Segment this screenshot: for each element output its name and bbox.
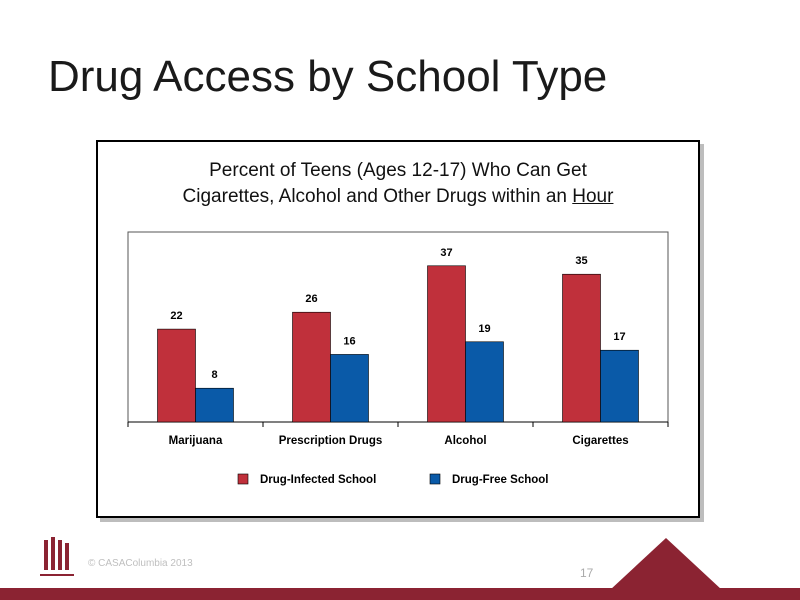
bar-free-prescription-drugs <box>330 354 369 423</box>
data-label: 17 <box>613 331 625 343</box>
bar-infected-prescription-drugs <box>292 311 331 423</box>
data-label: 16 <box>343 335 355 347</box>
chart-title-line-2: Cigarettes, Alcohol and Other Drugs with… <box>98 184 698 210</box>
legend-swatch <box>429 473 441 485</box>
x-tick-label: Prescription Drugs <box>279 435 383 447</box>
bar-infected-marijuana <box>157 328 196 423</box>
bar-free-alcohol <box>465 341 504 423</box>
data-label: 22 <box>170 310 182 322</box>
legend-label: Drug-Infected School <box>260 474 376 486</box>
x-tick-label: Marijuana <box>169 435 223 447</box>
data-label: 26 <box>305 293 317 305</box>
data-label: 19 <box>478 323 490 335</box>
data-label: 35 <box>575 255 587 267</box>
legend-swatch <box>237 473 249 485</box>
bar-chart: 22 8 Marijuana 26 16 Prescription Drugs 37 19 Al… <box>127 231 669 486</box>
slide-title: Drug Access by School Type <box>48 52 608 101</box>
data-label: 37 <box>440 247 452 259</box>
chart-title: Percent of Teens (Ages 12-17) Who Can Ge… <box>98 158 698 210</box>
chart-title-underlined-word: Hour <box>572 186 614 207</box>
legend-label: Drug-Free School <box>452 474 548 486</box>
x-tick-label: Cigarettes <box>572 435 628 447</box>
casa-logo <box>40 537 74 576</box>
data-label: 8 <box>211 369 217 381</box>
bar-free-marijuana <box>195 387 234 423</box>
x-tick-label: Alcohol <box>444 435 486 447</box>
footer-copyright: © CASAColumbia 2013 <box>88 558 193 569</box>
footer-triangle <box>610 538 722 590</box>
chart-title-line-2-prefix: Cigarettes, Alcohol and Other Drugs with… <box>182 186 573 207</box>
chart-title-line-1: Percent of Teens (Ages 12-17) Who Can Ge… <box>209 160 587 181</box>
page-number: 17 <box>580 566 594 580</box>
footer-bar <box>0 588 800 600</box>
bar-infected-cigarettes <box>562 273 601 423</box>
chart-panel: Percent of Teens (Ages 12-17) Who Can Ge… <box>96 140 700 518</box>
bar-infected-alcohol <box>427 265 466 423</box>
bar-free-cigarettes <box>600 349 639 423</box>
